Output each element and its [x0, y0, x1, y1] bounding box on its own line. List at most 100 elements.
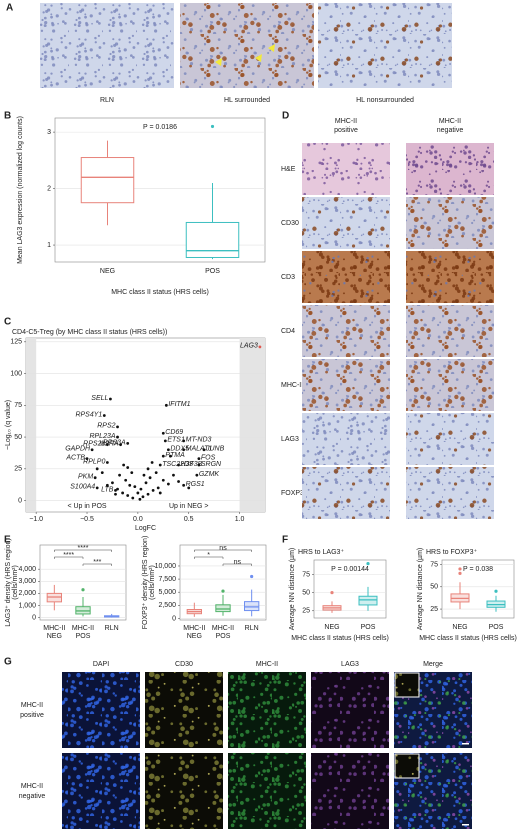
- arrow: [268, 44, 275, 52]
- y-axis-label: (cells/mm²): [12, 565, 19, 600]
- point: [118, 473, 121, 477]
- panel-label: D: [282, 111, 289, 122]
- point: [148, 476, 152, 480]
- shaded-region: [239, 338, 265, 512]
- point-label: RPS24: [83, 441, 105, 448]
- point: [105, 461, 109, 464]
- row-label: CD3: [281, 274, 295, 281]
- y-axis-label: Average NN distance (µm): [417, 548, 424, 631]
- point-label: MALAT1: [186, 446, 213, 453]
- point: [150, 461, 154, 464]
- point: [161, 454, 165, 458]
- micrograph: [228, 753, 306, 829]
- y-tick-label: 1,000: [18, 602, 36, 609]
- micrograph: [302, 467, 390, 519]
- x-tick-label: POS: [76, 633, 91, 640]
- point: [172, 473, 175, 477]
- x-tick-label: MHC-II: [72, 625, 94, 632]
- chart-title: CD4-C5-Treg (by MHC class II status (HRS…: [12, 329, 167, 336]
- significance-bracket: [54, 556, 84, 559]
- point-label: ACTB: [65, 455, 85, 462]
- point-label: LAG3: [240, 343, 258, 350]
- column-header: CD30: [175, 661, 193, 668]
- y-axis-label: Mean LAG3 expression (normalized log cou…: [17, 116, 24, 264]
- arrow: [255, 54, 262, 62]
- point-label: DDX5: [170, 446, 189, 453]
- y-tick-label: 25: [302, 608, 310, 615]
- significance-bracket: [222, 563, 252, 566]
- row-label: MHC-II: [281, 382, 303, 389]
- point-label: RPL23A: [89, 433, 115, 440]
- micrograph: [406, 143, 494, 195]
- point: [177, 480, 180, 483]
- point: [124, 478, 128, 482]
- scale-bar: [462, 743, 469, 745]
- column-header: DAPI: [93, 661, 109, 668]
- panel-label: F: [282, 535, 288, 546]
- y-tick-label: 10,000: [155, 563, 177, 570]
- micrograph: [406, 251, 494, 303]
- micrograph: [302, 413, 390, 465]
- y-tick-label: 125: [10, 339, 22, 346]
- arrow: [215, 58, 222, 66]
- y-tick-label: 25: [14, 466, 22, 473]
- y-tick-label: 7,500: [158, 576, 176, 583]
- outlier: [366, 562, 370, 566]
- point-label: ETS1: [167, 437, 185, 444]
- point: [90, 448, 94, 452]
- significance-label: ***: [93, 559, 101, 566]
- point-label: SELL: [91, 395, 108, 402]
- point: [158, 491, 162, 495]
- point-label: H3F3B: [181, 461, 203, 468]
- point-label: PTMA: [165, 452, 185, 459]
- point: [197, 457, 201, 461]
- row-label: FOXP3: [281, 490, 304, 497]
- micrograph: [302, 251, 390, 303]
- outlier: [81, 588, 85, 592]
- point-label: FOS: [201, 455, 216, 462]
- point: [202, 448, 206, 452]
- box: [358, 595, 378, 606]
- point: [163, 439, 167, 443]
- column-header: MHC-II: [439, 118, 461, 125]
- p-value: P = 0.0186: [143, 124, 177, 131]
- micrograph: [302, 197, 390, 249]
- x-tick-label: NEG: [47, 633, 62, 640]
- x-tick-label: NEG: [324, 624, 339, 631]
- point-label: RGS1: [186, 481, 205, 488]
- x-tick-label: NEG: [187, 633, 202, 640]
- point-label: JUNB: [205, 446, 225, 453]
- column-header: MHC-II: [256, 661, 278, 668]
- p-value: P = 0.00144: [331, 566, 369, 573]
- outlier: [250, 574, 254, 579]
- column-header: positive: [334, 127, 358, 134]
- significance-label: ns: [219, 545, 227, 552]
- point: [187, 486, 191, 490]
- y-tick-label: 50: [302, 589, 310, 596]
- x-tick-label: POS: [361, 624, 376, 631]
- micrograph: [62, 672, 140, 748]
- point: [114, 489, 117, 492]
- point-label: S100A4: [70, 484, 95, 491]
- point-label: CD69: [165, 429, 183, 436]
- point-label: GAPDH: [65, 446, 91, 453]
- y-tick-label: 50: [14, 434, 22, 441]
- x-tick-label: MHC-II: [43, 625, 65, 632]
- point: [177, 463, 180, 467]
- y-tick-label: 5,000: [158, 589, 176, 596]
- point: [154, 471, 158, 475]
- point: [93, 476, 97, 480]
- micrograph: [180, 3, 314, 88]
- point: [105, 483, 109, 487]
- x-axis-label: MHC class II status (HRS cells): [419, 635, 517, 642]
- point: [133, 485, 137, 488]
- y-axis-label: (cells/mm²): [149, 565, 156, 600]
- point: [105, 443, 109, 447]
- point: [182, 483, 186, 487]
- point-label: RPS3A: [103, 439, 126, 446]
- x-axis-label: MHC class II status (HRS cells): [111, 289, 209, 296]
- point: [197, 463, 201, 467]
- significance-label: ns: [234, 559, 242, 566]
- y-tick-label: 50: [430, 584, 438, 591]
